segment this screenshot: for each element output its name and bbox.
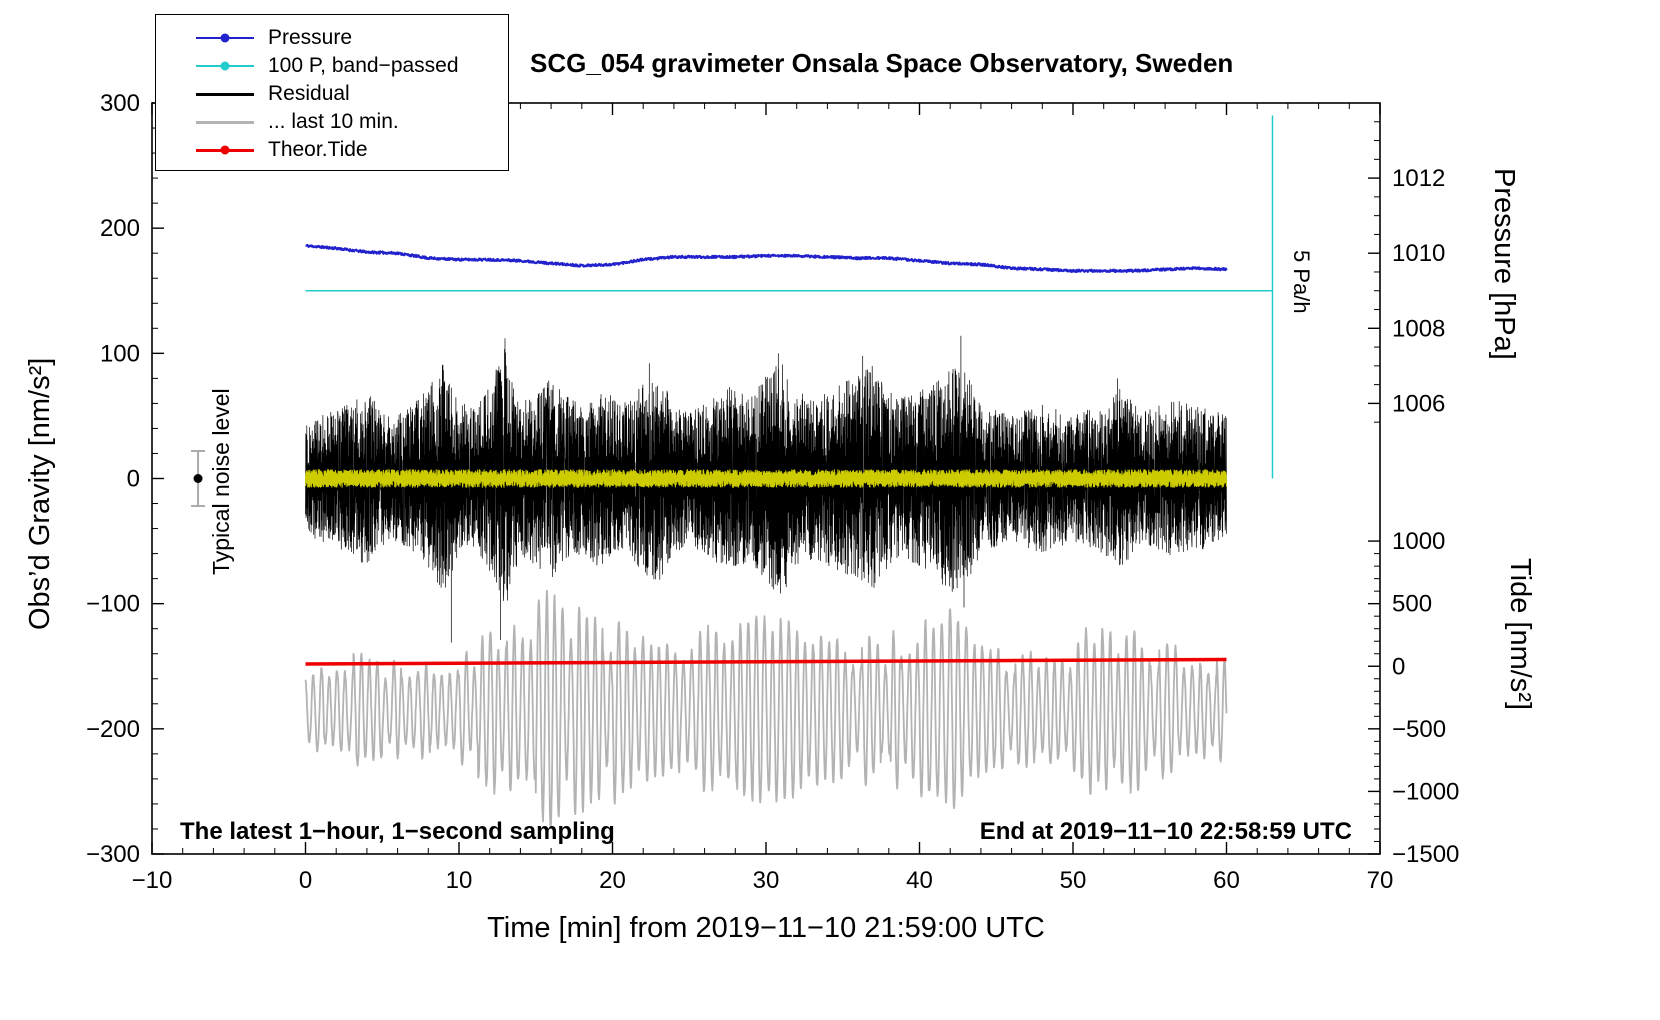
noise-dot bbox=[193, 474, 203, 483]
x-tick-label: 10 bbox=[446, 867, 473, 894]
legend-item-label: Pressure bbox=[268, 26, 353, 49]
y-tick-label: 0 bbox=[127, 466, 140, 493]
legend-dot-sample bbox=[220, 145, 230, 155]
legend-item-label: 100 P, band−passed bbox=[268, 54, 459, 77]
legend: Pressure 100 P, band−passed Residual ...… bbox=[155, 14, 509, 171]
legend-item-bandpassed: 100 P, band−passed bbox=[156, 52, 508, 80]
tide-tick-label: −500 bbox=[1392, 716, 1446, 743]
legend-sample bbox=[196, 59, 254, 73]
y-tick-label: −200 bbox=[86, 716, 140, 743]
y-axis-label-pressure: Pressure [hPa] bbox=[1488, 168, 1520, 360]
sampling-note: The latest 1−hour, 1−second sampling bbox=[180, 818, 615, 845]
series-theor_tide bbox=[305, 657, 1227, 666]
pressure-tick-label: 1012 bbox=[1392, 165, 1445, 192]
legend-item-pressure: Pressure bbox=[156, 24, 508, 52]
tide-tick-label: 1000 bbox=[1392, 528, 1445, 555]
y-axis-label-tide: Tide [nm/s²] bbox=[1504, 558, 1536, 711]
legend-sample bbox=[196, 115, 254, 129]
legend-item-label: Theor.Tide bbox=[268, 138, 368, 161]
chart-title: SCG_054 gravimeter Onsala Space Observat… bbox=[530, 48, 1234, 78]
x-tick-label: 50 bbox=[1060, 867, 1087, 894]
y-tick-label: 300 bbox=[100, 90, 140, 117]
x-tick-label: 60 bbox=[1213, 867, 1240, 894]
x-tick-label: −10 bbox=[132, 867, 173, 894]
x-tick-label: 70 bbox=[1367, 867, 1394, 894]
x-tick-label: 20 bbox=[599, 867, 626, 894]
legend-item-last10min: ... last 10 min. bbox=[156, 108, 508, 136]
legend-sample bbox=[196, 143, 254, 157]
y-tick-label: 100 bbox=[100, 340, 140, 367]
pressure-tick-label: 1010 bbox=[1392, 240, 1445, 267]
x-tick-label: 30 bbox=[753, 867, 780, 894]
legend-sample bbox=[196, 87, 254, 101]
y-tick-label: −100 bbox=[86, 591, 140, 618]
tide-tick-label: −1000 bbox=[1392, 778, 1459, 805]
series-pressure bbox=[304, 244, 1228, 273]
y-axis-label-gravity: Obs’d Gravity [nm/s²] bbox=[24, 357, 56, 630]
x-tick-label: 40 bbox=[906, 867, 933, 894]
pressure-rate-label: 5 Pa/h bbox=[1289, 250, 1314, 314]
series-residual bbox=[305, 348, 1227, 601]
legend-dot-sample bbox=[220, 33, 230, 43]
y-tick-label: −300 bbox=[86, 841, 140, 868]
pressure-tick-label: 1008 bbox=[1392, 315, 1445, 342]
legend-item-residual: Residual bbox=[156, 80, 508, 108]
legend-item-theortide: Theor.Tide bbox=[156, 136, 508, 164]
end-time-note: End at 2019−11−10 22:58:59 UTC bbox=[979, 818, 1352, 845]
series-residual_last10 bbox=[304, 589, 1228, 828]
legend-line-sample bbox=[196, 120, 254, 124]
tide-tick-label: 500 bbox=[1392, 591, 1432, 618]
tide-tick-label: −1500 bbox=[1392, 841, 1459, 868]
tide-tick-label: 0 bbox=[1392, 653, 1405, 680]
legend-item-label: Residual bbox=[268, 82, 350, 105]
noise-level-label: Typical noise level bbox=[208, 388, 234, 575]
x-axis-label: Time [min] from 2019−11−10 21:59:00 UTC bbox=[487, 912, 1045, 944]
y-tick-label: 200 bbox=[100, 215, 140, 242]
legend-dot-sample bbox=[220, 61, 230, 71]
series-yellow_overlay bbox=[304, 469, 1228, 488]
legend-line-sample bbox=[196, 92, 254, 96]
legend-sample bbox=[196, 31, 254, 45]
legend-item-label: ... last 10 min. bbox=[268, 110, 399, 133]
pressure-tick-label: 1006 bbox=[1392, 390, 1445, 417]
x-tick-label: 0 bbox=[299, 867, 312, 894]
